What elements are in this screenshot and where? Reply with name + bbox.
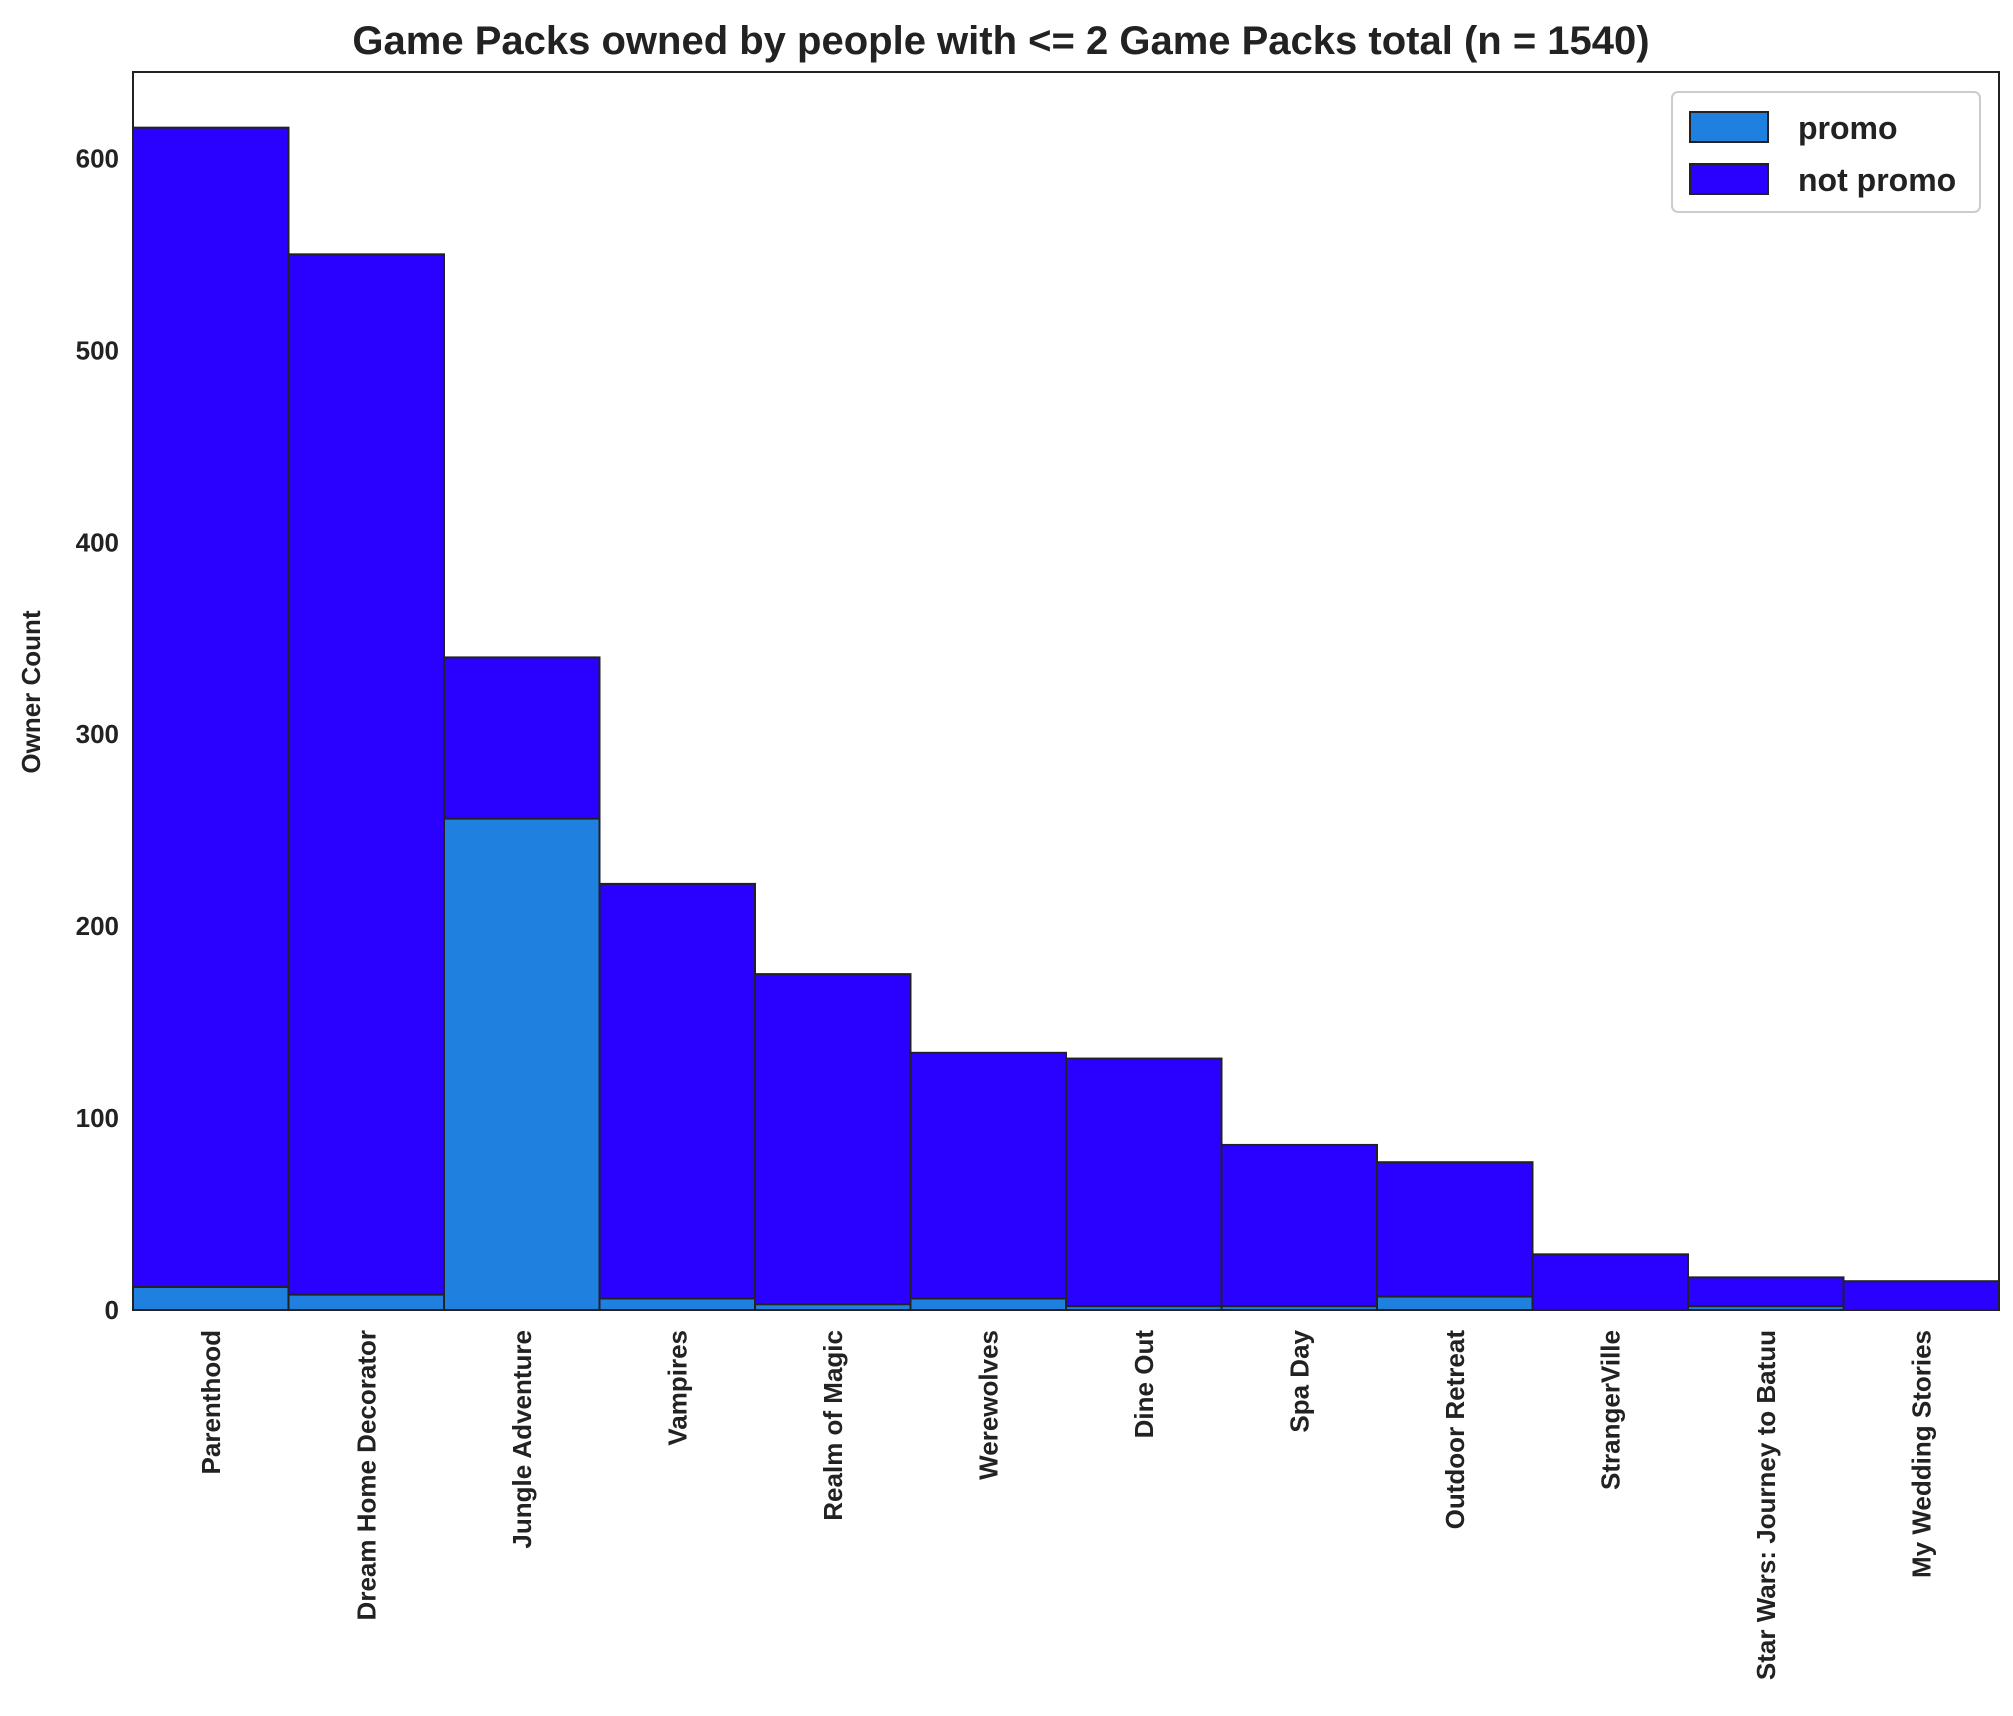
x-tick-label: My Wedding Stories bbox=[1906, 1330, 1936, 1578]
y-tick-label: 0 bbox=[105, 1295, 119, 1325]
x-tick-label: Star Wars: Journey to Batuu bbox=[1751, 1330, 1781, 1680]
y-tick-label: 500 bbox=[76, 335, 119, 365]
x-axis-ticks: Parenthood Dream Home Decorator Jungle Adv… bbox=[196, 1329, 1937, 1680]
bar-not-promo-3 bbox=[598, 882, 756, 1312]
bar-not-promo-4 bbox=[754, 973, 912, 1311]
y-axis-ticks: 0 100 200 300 400 500 600 bbox=[76, 143, 119, 1325]
chart-title: Game Packs owned by people with <= 2 Gam… bbox=[352, 19, 1649, 63]
bar-promo-8 bbox=[1376, 1295, 1534, 1312]
y-tick-label: 200 bbox=[76, 911, 119, 941]
y-axis-label: Owner Count bbox=[16, 610, 46, 774]
y-tick-label: 100 bbox=[76, 1103, 119, 1133]
plot-frame bbox=[132, 71, 2000, 1311]
x-tick-label: Parenthood bbox=[196, 1330, 226, 1474]
x-tick-label: Spa Day bbox=[1284, 1329, 1314, 1432]
legend-label-promo: promo bbox=[1798, 110, 1898, 146]
y-tick-label: 400 bbox=[76, 527, 119, 557]
bar-not-promo-0 bbox=[132, 126, 290, 1311]
bar-not-promo-8 bbox=[1376, 1161, 1534, 1311]
legend: promo not promo bbox=[1671, 91, 1981, 213]
bar-promo-2 bbox=[443, 817, 601, 1311]
x-tick-label: Realm of Magic bbox=[818, 1330, 848, 1521]
bar-not-promo-11 bbox=[1842, 1280, 2000, 1311]
bar-promo-1 bbox=[287, 1293, 445, 1312]
bar-not-promo-5 bbox=[909, 1051, 1067, 1312]
bar-not-promo-1 bbox=[287, 253, 445, 1312]
x-tick-label: Jungle Adventure bbox=[507, 1330, 537, 1549]
legend-swatch-not-promo bbox=[1689, 163, 1769, 195]
bar-promo-3 bbox=[598, 1297, 756, 1311]
bar-not-promo-9 bbox=[1531, 1253, 1689, 1311]
x-tick-label: Outdoor Retreat bbox=[1440, 1330, 1470, 1530]
bar-not-promo-10 bbox=[1687, 1276, 1845, 1311]
legend-label-not-promo: not promo bbox=[1798, 162, 1956, 198]
bar-promo-0 bbox=[132, 1285, 290, 1311]
legend-swatch-promo bbox=[1689, 111, 1769, 143]
x-tick-label: Dream Home Decorator bbox=[351, 1330, 381, 1620]
bar-promo-5 bbox=[909, 1297, 1067, 1311]
series-not-promo bbox=[132, 126, 2000, 1312]
y-tick-label: 600 bbox=[76, 143, 119, 173]
y-tick-label: 300 bbox=[76, 719, 119, 749]
bar-not-promo-7 bbox=[1220, 1143, 1378, 1312]
x-tick-label: StrangerVille bbox=[1595, 1330, 1625, 1490]
x-tick-label: Vampires bbox=[662, 1330, 692, 1446]
x-tick-label: Werewolves bbox=[973, 1330, 1003, 1480]
bars bbox=[132, 126, 2000, 1312]
x-tick-label: Dine Out bbox=[1129, 1330, 1159, 1439]
bar-not-promo-6 bbox=[1065, 1057, 1223, 1312]
